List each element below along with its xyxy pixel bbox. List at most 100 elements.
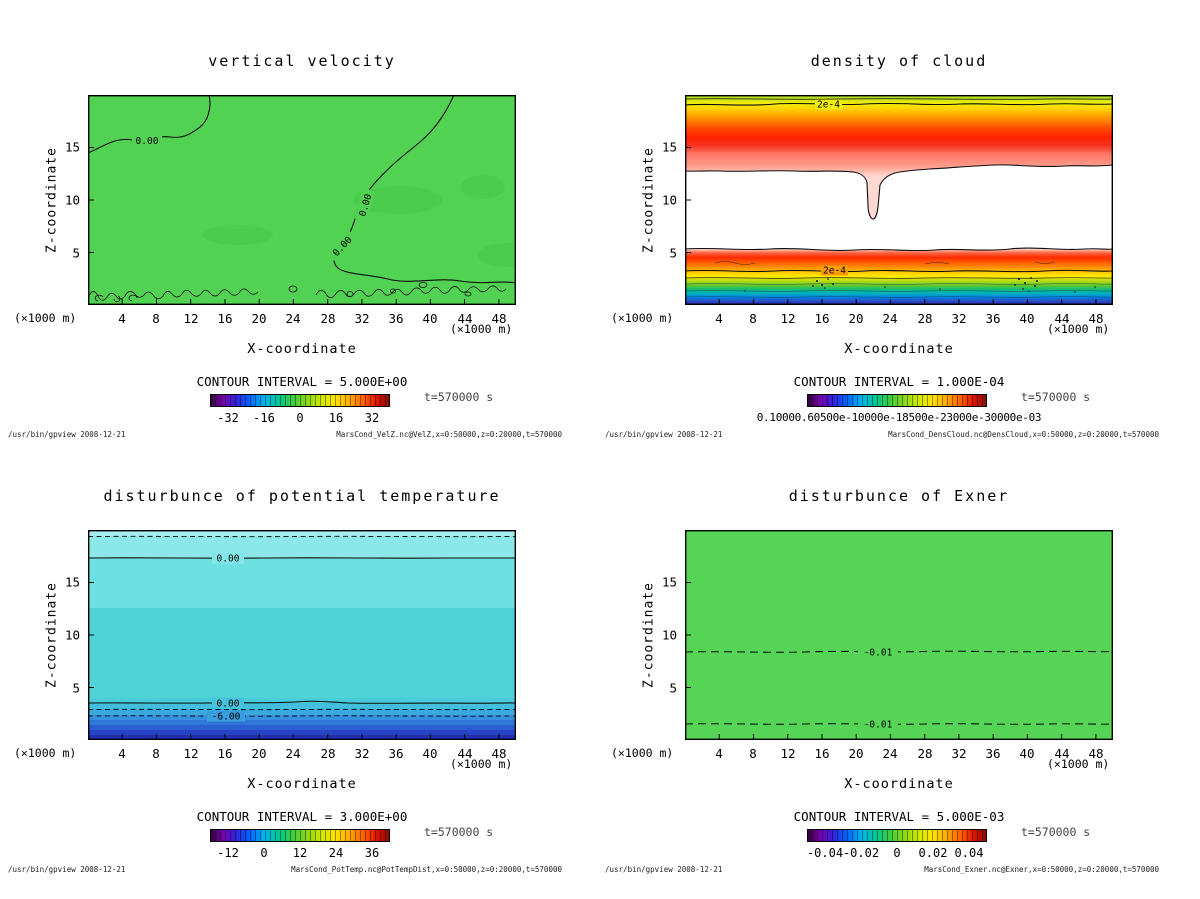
colorbar (210, 394, 390, 407)
contour-interval-text: CONTOUR INTERVAL = 1.000E-04 (793, 374, 1005, 389)
x-tick-label: 36 (985, 311, 1001, 326)
y-tick-label: 15 (661, 574, 677, 590)
x-tick-label: 8 (749, 746, 757, 761)
axis-ticks (685, 582, 1097, 740)
lower-cloud-deck (685, 248, 1113, 305)
colorbar (807, 394, 987, 407)
x-tick-label: 8 (152, 311, 160, 326)
upper-cloud-deck (685, 95, 1113, 219)
contour-interval-text: CONTOUR INTERVAL = 5.000E-03 (793, 809, 1005, 824)
x-tick-label: 48 (1088, 311, 1104, 326)
x-tick-label: 32 (354, 311, 370, 326)
colorbar-tick-label: 16 (328, 411, 344, 425)
x-tick-label: 48 (491, 311, 507, 326)
colorbar-tick-label: 0 (296, 411, 304, 425)
contour-interval-text: CONTOUR INTERVAL = 3.000E+00 (196, 809, 408, 824)
x-tick-label: 36 (985, 746, 1001, 761)
footer-command: /usr/bin/gpview 2008-12-21 (8, 430, 126, 439)
y-tick-label: 10 (661, 192, 677, 208)
x-tick-label: 12 (183, 311, 199, 326)
x-tick-label: 4 (715, 746, 723, 761)
x-tick-label: 24 (285, 746, 301, 761)
x-tick-label: 24 (882, 746, 898, 761)
contour-label: 0.00 (217, 554, 240, 565)
x-tick-label: 16 (217, 746, 233, 761)
footer-datasource: MarsCond_VelZ.nc@VelZ,x=0:50000,z=0:2000… (336, 430, 562, 439)
contour-label: -0.01 (864, 720, 893, 731)
x-tick-label: 4 (118, 746, 126, 761)
colorbar (807, 829, 987, 842)
contour-lines (88, 535, 516, 717)
x-tick-label: 40 (1019, 311, 1035, 326)
footer-command: /usr/bin/gpview 2008-12-21 (605, 430, 723, 439)
y-axis-unit: (×1000 m) (611, 746, 674, 760)
lower-deck-fine-contours (685, 261, 1113, 298)
x-tick-label: 28 (917, 311, 933, 326)
y-tick-label: 5 (72, 245, 80, 261)
x-tick-label: 12 (780, 746, 796, 761)
plot-area-exner: -0.01 -0.01 (685, 530, 1113, 740)
colorbar-tick-label: 36 (364, 846, 380, 860)
y-tick-label: 5 (72, 680, 80, 696)
footer-datasource: MarsCond_PotTemp.nc@PotTempDist,x=0:5000… (291, 865, 562, 874)
axis-ticks (88, 582, 500, 740)
contour-label: 0.00 (217, 699, 240, 710)
y-axis-unit: (×1000 m) (14, 746, 77, 760)
x-tick-label: 40 (422, 311, 438, 326)
colorbar-tick-label: -16 (253, 411, 275, 425)
plot-frame (88, 95, 516, 305)
colorbar-tick-labels-overlapped: 0.10000.60500e-10000e-18500e-23000e-3000… (756, 411, 1042, 424)
x-axis-unit: (×1000 m) (450, 322, 513, 336)
x-tick-label: 28 (917, 746, 933, 761)
colorbar-tick-label: -0.02 (842, 846, 880, 860)
axis-ticks (88, 147, 500, 305)
x-tick-label: 12 (780, 311, 796, 326)
x-axis-label: X-coordinate (844, 776, 954, 792)
plot-area-vertical-velocity: 0.00 0.00 0.00 (88, 95, 516, 305)
y-tick-label: 15 (64, 139, 80, 155)
panel-title: disturbunce of potential temperature (103, 487, 501, 505)
contour-label-group: 2e-4 2e-4 (815, 99, 848, 277)
contour-interval-text: CONTOUR INTERVAL = 5.000E+00 (196, 374, 408, 389)
colorbar-tick-label: 0 (893, 846, 901, 860)
x-axis-unit: (×1000 m) (450, 757, 513, 771)
contour-label-group: -0.01 -0.01 (858, 646, 898, 731)
x-axis-label: X-coordinate (247, 341, 357, 357)
x-tick-label: 44 (457, 311, 473, 326)
x-axis-unit: (×1000 m) (1047, 757, 1110, 771)
x-tick-label: 16 (217, 311, 233, 326)
colorbar-tick-label: 0 (260, 846, 268, 860)
x-tick-label: 8 (152, 746, 160, 761)
y-axis-unit: (×1000 m) (611, 311, 674, 325)
x-tick-label: 36 (388, 311, 404, 326)
colorbar-tick-label: -32 (217, 411, 239, 425)
x-tick-label: 16 (814, 746, 830, 761)
x-tick-label: 32 (951, 311, 967, 326)
y-tick-label: 15 (64, 574, 80, 590)
x-tick-label: 20 (848, 746, 864, 761)
field-shading (203, 175, 516, 267)
density-of-cloud-plot: 2e-4 2e-4 (685, 95, 1113, 305)
x-axis-label: X-coordinate (844, 341, 954, 357)
colorbar-tick-label: 32 (364, 411, 380, 425)
stratified-field-bands (88, 530, 516, 740)
x-tick-label: 24 (882, 311, 898, 326)
x-axis-unit: (×1000 m) (1047, 322, 1110, 336)
colorbar-tick-label: -12 (217, 846, 239, 860)
x-tick-label: 8 (749, 311, 757, 326)
lower-2e-4-contour (685, 269, 1113, 273)
panel-title: disturbunce of Exner (788, 487, 1010, 505)
colorbar-tick-label: 0.02 (918, 846, 948, 860)
x-tick-label: 16 (814, 311, 830, 326)
plot-area-density-of-cloud: 2e-4 2e-4 (685, 95, 1113, 305)
plot-frame (88, 530, 516, 740)
panel-title: density of cloud (810, 52, 988, 70)
x-tick-label: 40 (422, 746, 438, 761)
y-tick-label: 10 (64, 627, 80, 643)
x-axis-label: X-coordinate (247, 776, 357, 792)
potential-temperature-plot: 0.00 0.00 -6.00 (88, 530, 516, 740)
upper-deck-lower-contour (685, 164, 1113, 220)
gpview-figure-page: { "shared": { "ylabel": "Z-coordinate", … (8, 52, 1159, 874)
plot-frame (685, 530, 1113, 740)
x-tick-label: 40 (1019, 746, 1035, 761)
